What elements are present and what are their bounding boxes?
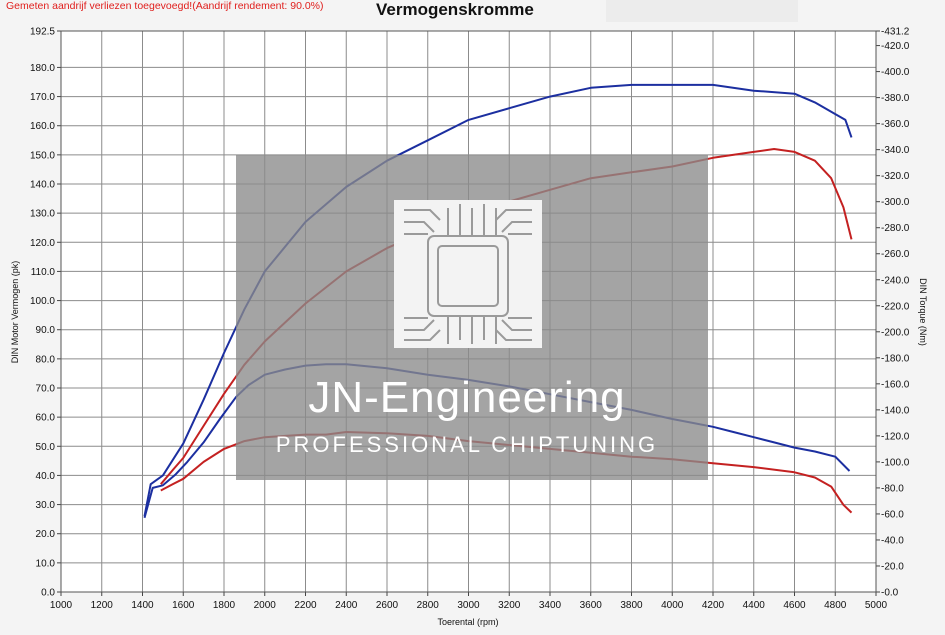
y-tick-label: 80.0 [36,354,56,365]
y2-tick-label: -260.0 [881,249,910,260]
x-tick-label: 2600 [376,600,399,611]
watermark-tagline: PROFESSIONAL CHIPTUNING [276,432,658,457]
y2-tick-label: -200.0 [881,327,910,338]
y2-tick-label: -280.0 [881,223,910,234]
y2-tick-label: -140.0 [881,405,910,416]
y2-tick-label: -40.0 [881,535,904,546]
y-tick-label: 180.0 [30,63,55,74]
y2-axis-label: DIN Torque (Nm) [918,278,928,346]
y-tick-label: 30.0 [36,500,56,511]
y-tick-label: 130.0 [30,209,55,220]
y-tick-label: 40.0 [36,471,56,482]
y-tick-label: 0.0 [41,588,55,599]
y-tick-label: 70.0 [36,384,56,395]
y-tick-label: 170.0 [30,92,55,103]
x-tick-label: 4600 [783,600,806,611]
drivetrain-loss-note: Gemeten aandrijf verliezen toegevoegd!(A… [6,0,324,12]
y2-tick-label: -300.0 [881,197,910,208]
x-tick-label: 3800 [620,600,643,611]
bottom-axis-ticks: 1000 1200 1400 1600 1800 2000 2200 2400 2600 2800… [50,592,888,611]
y2-tick-label: -340.0 [881,145,910,156]
y-tick-label: 90.0 [36,325,56,336]
left-axis-ticks: 0.0 10.0 20.0 30.0 40.0 50.0 60.0 70.0 80.0 90.0 1… [30,27,61,599]
y-tick-label: 120.0 [30,238,55,249]
y2-tick-label: -100.0 [881,457,910,468]
watermark-chip-logo [394,200,542,348]
series-line-2 [143,83,853,517]
x-tick-label: 1400 [131,600,154,611]
x-tick-label: 4200 [702,600,725,611]
x-tick-label: 1800 [213,600,236,611]
x-tick-label: 4000 [661,600,684,611]
x-tick-label: 3600 [580,600,603,611]
x-tick-label: 1200 [91,600,114,611]
y2-tick-label: -160.0 [881,379,910,390]
watermark: JN-Engineering PROFESSIONAL CHIPTUNING [236,155,708,480]
plot-border [60,30,877,593]
y2-tick-label: -400.0 [881,67,910,78]
y2-tick-label: -120.0 [881,431,910,442]
x-axis-label: Toerental (rpm) [437,617,498,627]
y-axis-label: DIN Motor Vermogen (pk) [10,261,20,364]
x-tick-label: 4800 [824,600,847,611]
x-tick-label: 2200 [294,600,317,611]
y-tick-label: 150.0 [30,150,55,161]
y-tick-label: 20.0 [36,529,56,540]
chart-title: Vermogenskromme [376,0,534,19]
chip-circuit-icon [404,204,532,344]
y-tick-label: 10.0 [36,558,56,569]
legend-box [606,0,798,22]
y2-tick-label: -0.0 [881,588,899,599]
y2-tick-label: -60.0 [881,509,904,520]
y2-tick-label: -80.0 [881,483,904,494]
y-tick-label: 50.0 [36,442,56,453]
x-tick-label: 3200 [498,600,521,611]
y2-tick-label: -380.0 [881,93,910,104]
y2-tick-label: -20.0 [881,561,904,572]
y2-tick-label: -360.0 [881,119,910,130]
x-tick-label: 2400 [335,600,358,611]
y2-tick-label: -180.0 [881,353,910,364]
y-tick-label: 100.0 [30,296,55,307]
x-tick-label: 4400 [743,600,766,611]
y2-tick-label: -220.0 [881,301,910,312]
y2-tick-label: -240.0 [881,275,910,286]
x-tick-label: 3000 [457,600,480,611]
y-tick-label: 60.0 [36,413,56,424]
y2-tick-label: -431.2 [881,27,910,38]
y-tick-label: 192.5 [30,27,55,38]
x-tick-label: 1600 [172,600,195,611]
y-tick-label: 160.0 [30,121,55,132]
x-tick-label: 1000 [50,600,73,611]
y-tick-label: 110.0 [31,267,56,278]
watermark-brand: JN-Engineering [308,373,625,422]
x-tick-label: 3400 [539,600,562,611]
right-axis-ticks: -0.0 -20.0 -40.0 -60.0 -80.0 -100.0 -120.0 -140… [876,27,910,599]
y-tick-label: 140.0 [30,180,55,191]
x-tick-label: 2000 [254,600,277,611]
y2-tick-label: -420.0 [881,41,910,52]
x-tick-label: 2800 [417,600,440,611]
y2-tick-label: -320.0 [881,171,910,182]
x-tick-label: 5000 [865,600,888,611]
